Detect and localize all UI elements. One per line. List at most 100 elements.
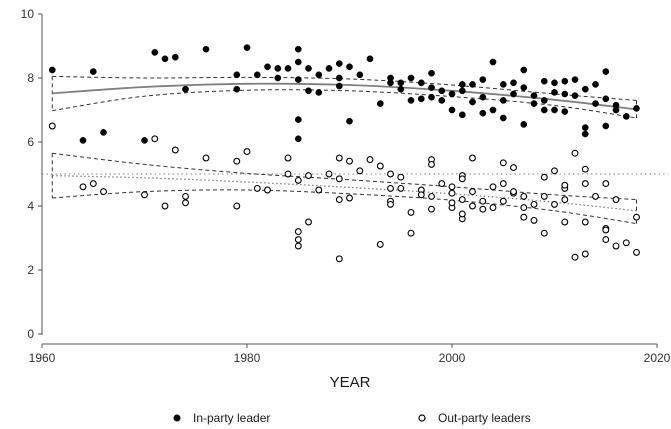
out-party-point: [294, 236, 302, 244]
out-party-point: [581, 180, 589, 188]
in-party-point: [520, 121, 528, 128]
fit-line-layer: [52, 82, 637, 212]
in-party-point: [448, 90, 456, 98]
out-party-point: [325, 170, 333, 178]
y-tick-label: 10: [21, 7, 35, 21]
in-party-point: [79, 137, 87, 144]
out-party-point: [335, 175, 343, 183]
out-party-point: [581, 218, 589, 226]
in-party-point: [407, 97, 415, 104]
in-party-point: [438, 87, 446, 95]
out-party-point: [520, 213, 528, 221]
in-party-point: [592, 81, 599, 88]
out-party-point: [346, 194, 353, 202]
in-party-point: [346, 63, 353, 71]
in-party-point: [520, 84, 528, 91]
in-party-point: [48, 66, 56, 74]
in-party-point: [202, 45, 210, 53]
out-party-point: [428, 205, 435, 213]
in-party-point: [571, 92, 579, 99]
in-party-point: [551, 106, 558, 114]
in-party-point: [305, 65, 312, 72]
out-party-point: [489, 204, 497, 212]
in-party-point: [458, 111, 466, 119]
out-party-point: [397, 173, 405, 181]
data-point-layer: [48, 44, 640, 263]
out-party-point: [458, 175, 466, 183]
out-party-point: [458, 196, 466, 204]
in-party-point: [428, 84, 435, 91]
in-party-point: [335, 74, 343, 82]
in-party-point: [551, 79, 558, 87]
out-party-point: [571, 149, 579, 157]
out-party-ci-lower: [52, 189, 637, 225]
in-party-point: [469, 98, 476, 106]
in-party-point: [397, 79, 405, 87]
out-party-point: [520, 192, 528, 200]
out-party-point: [540, 229, 548, 237]
out-party-point: [448, 189, 456, 197]
in-party-point: [592, 100, 599, 107]
out-party-point: [264, 186, 271, 194]
out-party-point: [387, 184, 394, 192]
out-party-fit-line: [52, 174, 637, 212]
out-party-point: [551, 167, 558, 175]
in-party-point: [428, 69, 435, 77]
out-party-point: [407, 229, 415, 237]
out-party-point: [346, 157, 353, 165]
out-party-point: [366, 156, 374, 164]
in-party-point: [428, 93, 435, 101]
out-party-point: [499, 180, 507, 188]
in-party-point: [161, 55, 169, 63]
y-tick-label: 6: [27, 135, 34, 149]
in-party-point: [581, 130, 589, 138]
out-party-point: [469, 202, 476, 210]
out-party-point: [284, 154, 292, 162]
out-party-point: [335, 255, 343, 263]
in-party-point: [612, 101, 620, 109]
out-party-point: [438, 180, 446, 188]
out-party-point: [571, 253, 579, 261]
in-party-point: [243, 44, 251, 51]
out-party-point: [376, 240, 384, 248]
in-party-point: [479, 76, 487, 83]
out-party-point: [294, 176, 302, 184]
in-party-fit-line: [52, 82, 637, 111]
out-party-point: [284, 170, 292, 178]
in-party-point: [417, 79, 425, 87]
in-party-point: [510, 90, 517, 98]
out-party-point: [612, 242, 620, 250]
in-party-point: [458, 87, 466, 95]
out-party-point: [499, 197, 507, 205]
x-axis-title: YEAR: [330, 374, 371, 391]
in-party-point: [356, 71, 364, 79]
in-party-point: [448, 106, 456, 114]
in-party-point: [530, 92, 538, 99]
in-party-point: [346, 117, 353, 125]
in-party-point: [551, 89, 558, 96]
in-party-point: [305, 87, 312, 95]
in-party-point: [100, 129, 107, 136]
out-party-point: [48, 122, 56, 130]
in-party-point: [233, 71, 241, 79]
y-tick-label: 0: [27, 327, 34, 341]
in-party-point: [479, 93, 487, 101]
legend-item-out-party: Out-party leaders: [418, 411, 531, 425]
in-party-ci-upper: [52, 75, 637, 101]
out-party-series: [48, 122, 640, 263]
out-party-point: [202, 154, 210, 162]
out-party-point: [243, 148, 251, 156]
in-party-point: [602, 122, 610, 130]
out-party-point: [530, 200, 538, 208]
in-party-point: [284, 65, 292, 72]
out-party-point: [622, 239, 630, 247]
out-party-point: [428, 160, 435, 168]
in-party-point: [171, 53, 179, 61]
in-party-point: [438, 97, 446, 104]
out-party-point: [520, 204, 528, 212]
out-party-point: [530, 216, 538, 224]
in-party-point: [151, 49, 159, 56]
x-tick-label: 2000: [439, 351, 466, 365]
out-party-point: [100, 188, 107, 196]
in-party-point: [407, 74, 415, 82]
